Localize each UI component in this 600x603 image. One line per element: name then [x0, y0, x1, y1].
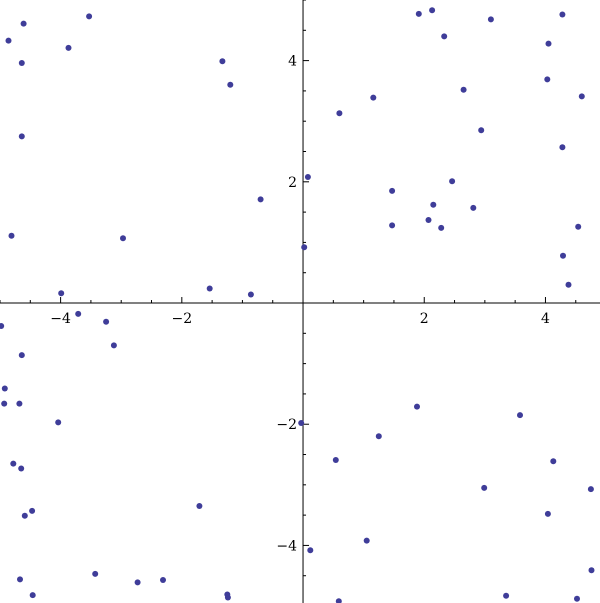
data-point — [1, 400, 8, 407]
data-point — [307, 547, 314, 554]
data-point — [481, 484, 488, 491]
data-point — [389, 187, 396, 194]
data-point — [160, 577, 166, 583]
data-point — [370, 94, 377, 101]
data-point — [247, 291, 254, 298]
data-point — [298, 420, 305, 426]
data-point — [587, 486, 594, 493]
data-point — [75, 310, 82, 317]
data-point — [18, 60, 25, 66]
data-point — [86, 13, 93, 20]
data-point — [10, 460, 17, 467]
data-point — [425, 217, 432, 223]
data-point — [103, 318, 110, 325]
data-point — [389, 222, 396, 229]
data-point — [1, 385, 8, 392]
data-point — [449, 178, 456, 185]
data-point — [8, 232, 15, 239]
data-point — [441, 33, 448, 40]
data-point — [224, 594, 231, 601]
data-point — [478, 127, 485, 134]
data-point — [18, 465, 25, 472]
data-point — [460, 86, 467, 93]
data-point — [559, 11, 566, 18]
data-point — [429, 7, 436, 14]
data-point — [29, 507, 36, 514]
data-point — [134, 579, 141, 586]
data-point — [92, 570, 99, 577]
data-point — [517, 412, 523, 419]
data-point — [301, 244, 308, 251]
data-point — [219, 58, 226, 65]
data-point — [575, 223, 582, 230]
x-tick-label: −2 — [171, 311, 192, 327]
data-point — [375, 433, 382, 440]
data-point — [414, 403, 420, 410]
data-point — [574, 595, 580, 602]
data-point — [257, 196, 264, 203]
data-point — [545, 40, 552, 47]
data-point — [578, 93, 585, 100]
data-point — [415, 10, 422, 17]
data-point — [58, 290, 65, 297]
data-point — [20, 20, 27, 27]
data-point — [438, 224, 445, 231]
data-point — [55, 419, 62, 426]
data-point — [21, 512, 28, 519]
x-tick-label: 4 — [541, 311, 550, 327]
data-point — [332, 457, 339, 463]
data-point — [336, 110, 343, 117]
data-point — [5, 37, 12, 44]
data-point — [29, 592, 36, 599]
data-point — [470, 204, 477, 211]
data-point — [18, 352, 25, 359]
data-point — [544, 510, 551, 517]
data-point — [430, 201, 437, 208]
data-point — [65, 44, 72, 51]
data-point — [196, 503, 203, 509]
data-point — [550, 458, 557, 465]
data-point — [17, 576, 23, 583]
x-tick-label: 2 — [420, 311, 429, 327]
y-tick-label: −2 — [276, 417, 297, 433]
data-point — [110, 342, 117, 349]
x-tick-label: −4 — [50, 311, 71, 327]
y-tick-label: −4 — [276, 538, 297, 554]
data-point — [503, 592, 510, 599]
data-point — [304, 174, 311, 180]
tick-marks: −4 −2 2 4 −4 −2 2 4 — [0, 0, 577, 577]
y-tick-label: 4 — [288, 54, 297, 70]
data-point — [560, 252, 566, 259]
data-point — [16, 400, 23, 407]
data-point — [544, 76, 551, 83]
data-point — [565, 281, 572, 288]
data-point — [487, 16, 494, 23]
data-point — [227, 81, 234, 88]
data-point — [0, 323, 5, 329]
y-tick-label: 2 — [288, 175, 297, 191]
data-point — [335, 598, 342, 603]
data-point — [120, 235, 126, 242]
data-point — [206, 285, 213, 292]
data-point — [18, 133, 25, 140]
data-point — [559, 144, 566, 151]
data-points — [0, 7, 595, 603]
data-point — [363, 537, 370, 544]
data-point — [588, 567, 595, 574]
